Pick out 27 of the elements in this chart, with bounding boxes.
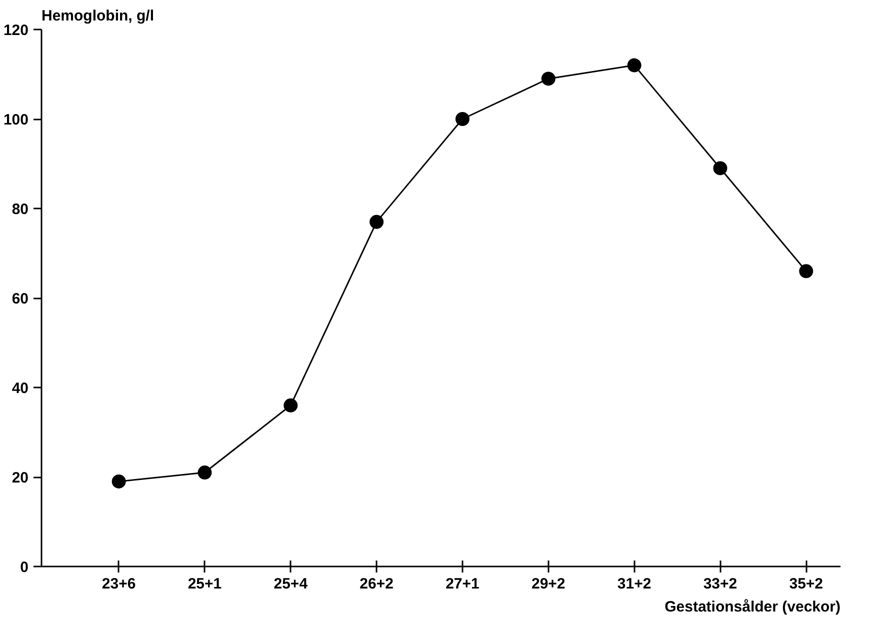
x-tick-label: 25+4 [274, 576, 308, 592]
x-tick-label: 31+2 [617, 576, 652, 592]
x-tick-label: 25+1 [188, 576, 222, 592]
x-tick-label: 33+2 [703, 576, 738, 592]
point [713, 161, 728, 176]
x-tick-label: 35+2 [789, 576, 824, 592]
point [799, 264, 814, 278]
point [541, 72, 556, 86]
x-tick-label: 27+1 [446, 576, 480, 592]
x-tick-label: 26+2 [360, 576, 394, 592]
y-tick-label: 60 [12, 290, 29, 308]
x-tick-label: 23+6 [102, 576, 136, 592]
point [370, 214, 384, 229]
point [198, 466, 212, 480]
y-tick-label: 80 [12, 201, 29, 218]
x-tick-label: 29+2 [532, 576, 566, 592]
point [627, 58, 642, 72]
y-axis-title: Hemoglobin, g/l [42, 8, 154, 24]
y-tick-label: 120 [3, 22, 29, 39]
y-tick-label: 0 [20, 559, 28, 576]
x-axis-title: Gestationsålder (veckor) [664, 598, 841, 616]
point [455, 112, 470, 126]
y-tick-label: 20 [12, 470, 29, 486]
point [284, 398, 298, 412]
point [112, 474, 126, 488]
y-tick-label: 100 [3, 112, 29, 128]
y-tick-label: 40 [12, 380, 29, 397]
